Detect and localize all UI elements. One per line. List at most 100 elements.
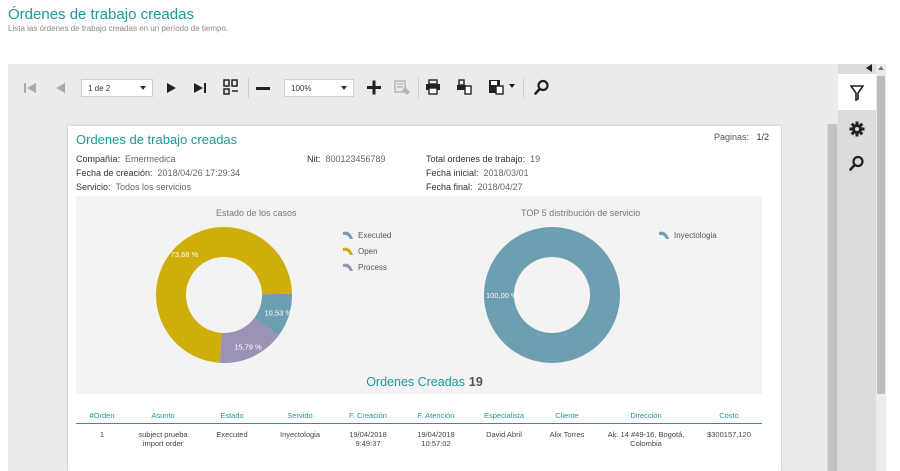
page-scrollbar[interactable] bbox=[876, 64, 886, 471]
legend-swatch-icon bbox=[659, 231, 669, 239]
nit-value: 800123456789 bbox=[325, 154, 386, 164]
cell-atencion-time: 10:57:02 bbox=[421, 438, 451, 448]
col-especialista: Especialista bbox=[470, 409, 538, 424]
table-header-row: #Orden Asunto Estado Servido F. Creación… bbox=[76, 409, 762, 424]
report-pages: Paginas: 1/2 bbox=[714, 132, 769, 142]
toolbar-divider bbox=[248, 78, 249, 98]
slice-label-open: 73,68 % bbox=[171, 250, 199, 259]
last-page-icon[interactable] bbox=[192, 80, 208, 96]
orders-title-text: Ordenes Creadas bbox=[366, 375, 465, 389]
zoom-out-icon[interactable] bbox=[254, 79, 272, 97]
pages-label: Paginas: bbox=[713, 132, 749, 142]
find-icon[interactable] bbox=[533, 78, 551, 96]
end-date-field: Fecha final: 2018/04/27 bbox=[426, 182, 523, 192]
cell-cliente: Alix Torres bbox=[549, 429, 585, 439]
start-date-label: Fecha inicial: bbox=[426, 168, 479, 178]
slice-label-executed: 10,53 % bbox=[265, 308, 293, 317]
page-select-value: 1 de 2 bbox=[88, 83, 111, 93]
col-orden: #Orden bbox=[76, 409, 128, 424]
chart-title-top5: TOP 5 distribución de servicio bbox=[521, 208, 641, 218]
page-select[interactable]: 1 de 2 bbox=[81, 79, 153, 97]
legend-item-open[interactable]: Open bbox=[342, 246, 378, 256]
created-field: Fecha de creación: 2018/04/26 17:29:34 bbox=[76, 168, 240, 178]
donut-slice-inyectologia[interactable] bbox=[483, 227, 620, 363]
created-label: Fecha de creación: bbox=[76, 168, 153, 178]
slice-label-inyectologia: 100,00 % bbox=[486, 291, 518, 300]
nit-label: Nit: bbox=[307, 154, 321, 164]
cell-especialista: David Abril bbox=[486, 429, 522, 439]
legend-label: Executed bbox=[358, 230, 392, 240]
service-label: Servicio: bbox=[76, 182, 111, 192]
cell-direccion-line1: Ak. 14 #49-16, Bogotá, bbox=[607, 429, 685, 439]
total-value: 19 bbox=[530, 154, 541, 164]
legend-item-executed[interactable]: Executed bbox=[342, 230, 391, 240]
donut-slice-process[interactable] bbox=[219, 317, 279, 363]
donut-slice-executed[interactable] bbox=[254, 293, 292, 336]
orders-table: #Orden Asunto Estado Servido F. Creación… bbox=[76, 409, 762, 448]
prev-page-icon[interactable] bbox=[52, 80, 68, 96]
print-page-icon[interactable] bbox=[455, 78, 473, 96]
orders-title: Ordenes Creadas 19 bbox=[68, 375, 781, 389]
nit-field: Nit: 800123456789 bbox=[307, 154, 386, 164]
service-field: Servicio: Todos los servicios bbox=[76, 182, 191, 192]
edit-icon[interactable] bbox=[393, 78, 411, 96]
start-date-field: Fecha inicial: 2018/03/01 bbox=[426, 168, 529, 178]
settings-icon[interactable] bbox=[848, 120, 866, 138]
zoom-in-icon[interactable] bbox=[365, 78, 383, 96]
legend-label: Open bbox=[358, 246, 378, 256]
legend-item-inyectologia[interactable]: Inyectologia bbox=[658, 230, 717, 240]
cell-direccion: Ak. 14 #49-16, Bogotá, Colombia bbox=[596, 423, 696, 448]
chevron-down-icon bbox=[341, 86, 347, 90]
pages-value: 1/2 bbox=[756, 132, 769, 142]
chart-title-estado: Estado de los casos bbox=[216, 208, 297, 218]
page-scrollbar-thumb[interactable] bbox=[877, 76, 885, 394]
page-subtitle: Lista las órdenes de trabajo creadas en … bbox=[8, 24, 229, 33]
multipage-icon[interactable] bbox=[222, 78, 240, 96]
charts-panel: Estado de los casos TOP 5 distribución d… bbox=[76, 196, 762, 394]
cell-servicio: Inyectologia bbox=[279, 429, 321, 439]
table-row[interactable]: 1 subject prueba import order Executed In… bbox=[76, 423, 762, 448]
scroll-up-icon[interactable] bbox=[878, 66, 884, 70]
company-label: Compañía: bbox=[76, 154, 121, 164]
cell-atencion-date: 19/04/2018 bbox=[417, 429, 455, 439]
cell-asunto: subject prueba import order bbox=[128, 423, 198, 448]
cell-asunto-line2: import order bbox=[142, 438, 184, 448]
page-title: Órdenes de trabajo creadas bbox=[8, 6, 194, 23]
donut-slice-open[interactable] bbox=[155, 226, 292, 363]
save-icon[interactable] bbox=[487, 78, 507, 96]
cell-orden: 1 bbox=[99, 429, 105, 439]
zoom-select[interactable]: 100% bbox=[284, 79, 354, 97]
viewer-toolbar: 1 de 2 100% bbox=[8, 64, 838, 112]
col-creacion: F. Creación bbox=[334, 409, 402, 424]
collapse-panel-icon[interactable] bbox=[866, 64, 872, 74]
service-value: Todos los servicios bbox=[115, 182, 192, 192]
report-page: Ordenes de trabajo creadas Paginas: 1/2 … bbox=[68, 126, 781, 471]
end-date-label: Fecha final: bbox=[426, 182, 473, 192]
next-page-icon[interactable] bbox=[164, 80, 180, 96]
created-value: 2018/04/26 17:29:34 bbox=[157, 168, 241, 178]
chevron-down-icon[interactable] bbox=[508, 82, 516, 90]
cell-estado: Executed bbox=[216, 429, 248, 439]
cell-creacion-time: 9:49:37 bbox=[355, 438, 381, 448]
total-label: Total ordenes de trabajo: bbox=[426, 154, 526, 164]
cell-atencion: 19/04/2018 10:57:02 bbox=[402, 423, 470, 448]
legend-swatch-icon bbox=[343, 263, 353, 271]
legend-item-process[interactable]: Process bbox=[342, 262, 387, 272]
cell-creacion-date: 19/04/2018 bbox=[349, 429, 387, 439]
start-date-value: 2018/03/01 bbox=[483, 168, 529, 178]
toolbar-divider bbox=[523, 78, 524, 98]
search-icon[interactable] bbox=[848, 154, 866, 172]
first-page-icon[interactable] bbox=[22, 80, 38, 96]
col-direccion: Dirección bbox=[596, 409, 696, 424]
viewer-scrollbar-thumb[interactable] bbox=[828, 124, 837, 471]
print-icon[interactable] bbox=[424, 78, 442, 96]
zoom-select-value: 100% bbox=[291, 83, 312, 93]
col-servicio: Servido bbox=[266, 409, 334, 424]
viewer-scrollbar[interactable] bbox=[827, 124, 838, 471]
cell-direccion-line2: Colombia bbox=[630, 438, 662, 448]
side-active-tab bbox=[838, 74, 876, 110]
col-atencion: F. Atención bbox=[402, 409, 470, 424]
toolbar-divider bbox=[418, 78, 419, 98]
filter-icon[interactable] bbox=[848, 84, 866, 102]
side-panel bbox=[838, 64, 876, 471]
